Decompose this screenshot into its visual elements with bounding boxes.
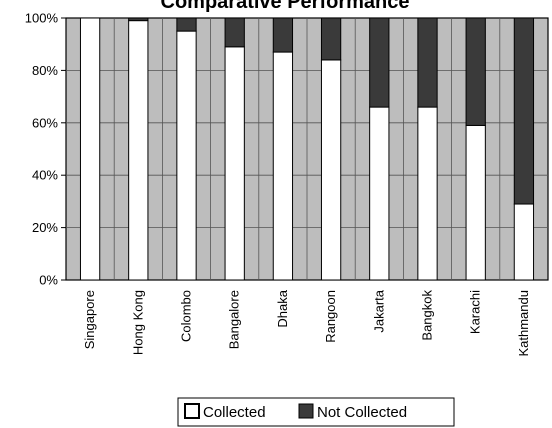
y-tick-label: 80% xyxy=(32,63,58,78)
chart-title: Comparative Performance xyxy=(161,0,410,13)
bar-segment-collected xyxy=(369,106,390,281)
legend: Collected Not Collected xyxy=(177,397,455,427)
x-tick-label: Karachi xyxy=(468,290,483,334)
y-tick-label: 100% xyxy=(25,11,59,26)
bar-segment-not-collected xyxy=(513,17,535,205)
bar-segment-collected xyxy=(224,46,245,281)
x-tick-label: Colombo xyxy=(179,290,194,342)
plot-area: 0% 20% 40% 60% 80% 100% Singapore Hong Kong Colo… xyxy=(25,11,549,357)
bar-segment-not-collected xyxy=(369,17,390,108)
bar-segment-collected xyxy=(128,20,149,281)
y-tick-label: 60% xyxy=(32,115,58,130)
bar-segment-collected xyxy=(79,17,101,281)
legend-box xyxy=(177,397,455,427)
bar-segment-collected xyxy=(513,203,535,281)
x-tick-label: Bangkok xyxy=(420,290,435,341)
legend-label-collected: Collected xyxy=(203,404,266,421)
bar-segment-collected xyxy=(320,59,342,281)
y-tick-label: 40% xyxy=(32,168,58,183)
x-tick-label: Jakarta xyxy=(371,289,386,332)
legend-label-not-collected: Not Collected xyxy=(317,404,407,421)
x-tick-label: Rangoon xyxy=(323,290,338,343)
bar-segment-collected xyxy=(417,106,438,281)
bar-segment-not-collected xyxy=(176,17,197,32)
x-tick-label: Bangalore xyxy=(227,290,242,349)
bar-segment-not-collected xyxy=(224,17,245,48)
bar-segment-collected xyxy=(465,124,486,281)
legend-swatch-collected xyxy=(184,403,200,419)
x-tick-label: Hong Kong xyxy=(130,290,145,355)
bar-segment-not-collected xyxy=(128,17,149,22)
bar-segment-not-collected xyxy=(417,17,438,108)
x-tick-label: Kathmandu xyxy=(516,290,531,357)
x-tick-label: Dhaka xyxy=(275,289,290,327)
bar-segment-not-collected xyxy=(465,17,486,126)
bar-segment-collected xyxy=(272,51,294,281)
legend-swatch-not-collected xyxy=(298,403,314,419)
bar-segment-not-collected xyxy=(272,17,294,53)
bar-segment-not-collected xyxy=(320,17,342,61)
y-tick-label: 0% xyxy=(39,273,58,288)
bar-segment-collected xyxy=(176,30,197,281)
y-tick-label: 20% xyxy=(32,220,58,235)
x-tick-label: Singapore xyxy=(82,290,97,349)
